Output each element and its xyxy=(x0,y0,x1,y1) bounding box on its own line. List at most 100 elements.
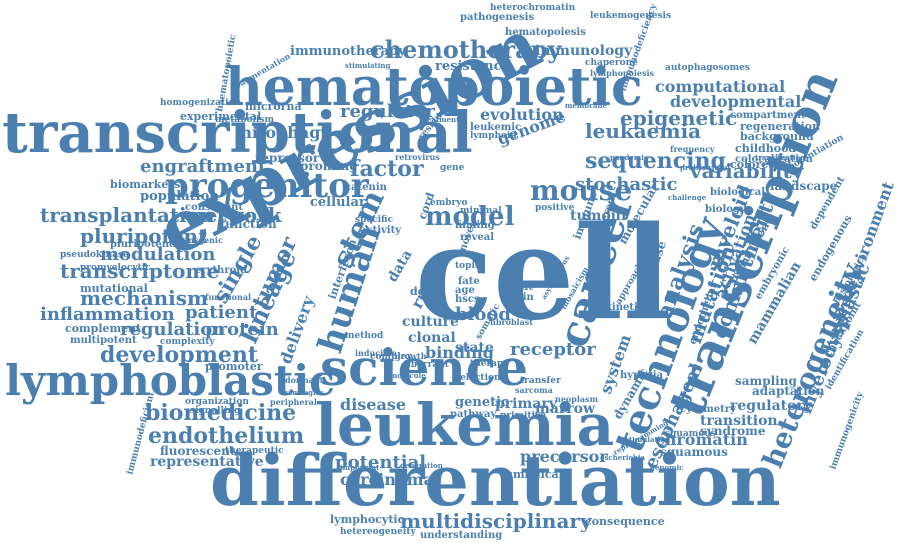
word-stimulating: stimulating xyxy=(345,61,391,70)
word-fluorescent: fluorescent xyxy=(160,444,236,458)
word-adaptation: adaptation xyxy=(752,384,825,398)
word-death: death xyxy=(410,285,445,298)
word-biomarkers: biomarkers xyxy=(110,178,180,191)
word-culture: culture xyxy=(402,314,459,330)
word-factor: factor xyxy=(350,156,424,182)
word-network: network xyxy=(190,203,283,227)
word-functional: functional xyxy=(205,292,251,302)
word-transcriptional: transcriptional xyxy=(2,100,473,166)
word-transgenic: transgenic xyxy=(175,235,223,245)
word-carcinoma: carcinoma xyxy=(340,470,434,489)
word-colocalization: colocalization xyxy=(735,154,814,165)
word-hypoxia: hypoxia xyxy=(620,370,664,381)
word-function: function xyxy=(220,217,277,231)
word-colorectal: colorectal xyxy=(730,158,791,171)
word-peripheral: peripheral xyxy=(270,397,317,407)
word-resistance: resistance xyxy=(435,59,510,74)
word-homogenization: homogenization xyxy=(160,98,242,108)
word-regeneration: regeneration xyxy=(740,120,820,133)
word-compartment: compartment xyxy=(730,110,806,121)
word-method: method xyxy=(345,331,384,341)
word-differentiation: differentiation xyxy=(210,439,781,522)
word-therapy: therapy xyxy=(470,359,509,369)
word-hematopoietic: hematopoietic xyxy=(225,57,643,118)
word-understanding: understanding xyxy=(420,530,502,541)
word-blood: blood xyxy=(455,304,511,325)
word-cell: cell xyxy=(415,199,672,349)
word-molecule: molecule xyxy=(390,371,426,380)
word-syndrome: syndrome xyxy=(700,424,766,438)
word-immunotherapy: immunotherapy xyxy=(290,44,406,59)
word-developmental: developmental xyxy=(670,92,801,111)
word-chromatin: chromatin xyxy=(655,430,748,449)
word-inducible: inducible xyxy=(355,348,397,358)
word-pluripotent: pluripotent xyxy=(80,224,208,248)
word-multidisciplinary: multidisciplinary xyxy=(400,509,593,533)
word-pseudokinase: pseudokinase xyxy=(60,250,129,260)
word-pathway: pathway xyxy=(450,409,497,420)
word-proliferation: proliferation xyxy=(680,163,730,172)
word-finding: finding xyxy=(455,220,495,231)
word-sarcoma: sarcoma xyxy=(515,385,553,395)
word-embryo: embryo xyxy=(430,198,468,208)
word-retrovirus: retrovirus xyxy=(395,152,440,162)
word-transcriptome: transcriptome xyxy=(60,259,219,283)
word-background: background xyxy=(740,130,814,143)
word-positive: positive xyxy=(535,203,575,213)
word-regulator: regulator xyxy=(340,101,435,122)
word-epigenetic: epigenetic xyxy=(620,106,737,130)
word-development: development xyxy=(100,342,259,368)
word-patient: patient xyxy=(185,302,258,323)
word-origin: origin xyxy=(500,292,535,303)
word-catenin: catenin xyxy=(345,182,388,193)
word-pathogenesis: pathogenesis xyxy=(460,12,534,23)
word-lymphoid: lymphoid xyxy=(470,131,517,141)
word-promyelocytic: promyelocytic xyxy=(80,263,151,273)
word-selection: selection xyxy=(455,373,501,383)
word-evolution: evolution xyxy=(480,105,564,124)
word-umbilical: umbilical xyxy=(505,468,563,481)
word-transfer: transfer xyxy=(520,376,561,386)
word-cellular: cellular xyxy=(310,195,366,210)
word-progenitor: progenitor xyxy=(165,166,370,206)
word-growth: growth xyxy=(395,351,427,361)
word-genomic: genomic xyxy=(650,463,683,472)
word-childhood: childhood xyxy=(735,142,796,155)
word-transduction: transduction xyxy=(755,153,805,162)
word-result: result xyxy=(500,282,533,293)
word-marrow: marrow xyxy=(535,401,596,417)
word-tumour: tumour xyxy=(570,208,629,224)
word-clonal: clonal xyxy=(408,330,456,346)
word-experimental: experimental xyxy=(180,110,261,123)
word-topic: topic xyxy=(455,261,481,271)
word-sampling: sampling xyxy=(735,374,797,388)
word-inflammation: inflammation xyxy=(40,304,175,325)
word-complexity: complexity xyxy=(160,337,215,347)
word-leukemic: leukemic xyxy=(470,122,521,133)
word-engraftment: engraftment xyxy=(140,156,267,177)
word-microrna: microrna xyxy=(245,100,302,113)
word-disease: disease xyxy=(340,395,406,414)
word-repressor: repressor xyxy=(255,151,320,165)
word-erythroid: erythroid xyxy=(195,265,247,276)
word-mitophagy: mitophagy xyxy=(235,123,330,142)
word-signalling: signalling xyxy=(190,406,241,416)
word-multipotent: multipotent xyxy=(70,335,137,346)
word-biology: biology xyxy=(705,204,747,215)
word-complex: complex xyxy=(370,352,412,362)
word-organization: organization xyxy=(185,397,249,407)
word-hscs: hscs xyxy=(455,294,480,305)
word-regulatory: regulatory xyxy=(730,398,813,414)
word-endothelium: endothelium xyxy=(148,423,304,449)
word-potential: potential xyxy=(335,452,426,473)
word-heterochromatin: heterochromatin xyxy=(490,3,576,13)
word-complement: complement xyxy=(65,322,142,335)
word-modulation: modulation xyxy=(100,244,215,265)
word-metabolism: metabolism xyxy=(215,115,274,125)
word-primitive: primitive xyxy=(500,411,546,421)
word-transplantation: transplantation xyxy=(40,203,215,227)
word-autophagosomes: autophagosomes xyxy=(665,63,750,73)
word-cytometry: cytometry xyxy=(680,404,737,415)
